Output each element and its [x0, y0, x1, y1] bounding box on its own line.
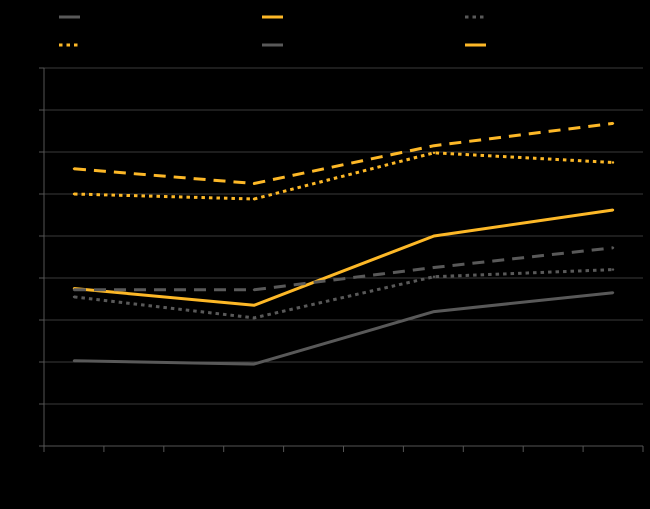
- series-4-point-2: [432, 266, 436, 269]
- series-3-point-2: [432, 151, 436, 154]
- series-0-point-1: [252, 362, 256, 366]
- series-1-point-3: [611, 208, 615, 212]
- series-line-3: [73, 151, 614, 201]
- series-5-point-1: [252, 182, 256, 185]
- series-4-point-1: [252, 288, 256, 291]
- series-line-5: [73, 121, 614, 185]
- series-line-1: [73, 208, 614, 307]
- legend-swatch-3: [59, 43, 80, 47]
- series-5-point-3: [611, 122, 615, 125]
- series-line-2: [73, 268, 614, 320]
- series-4-point-3: [611, 246, 615, 249]
- series-3-point-1: [252, 197, 256, 201]
- series-line-4: [74, 246, 614, 292]
- series-5-point-2: [432, 144, 436, 147]
- legend-swatch-1: [262, 15, 283, 19]
- series-0-point-2: [432, 310, 436, 313]
- legend-item-1: [261, 10, 451, 24]
- series-2-point-0: [72, 295, 76, 299]
- legend-swatch-5: [465, 43, 486, 47]
- legend-item-3: [58, 38, 248, 52]
- series-0-point-3: [611, 291, 615, 294]
- series-3-point-3: [611, 161, 615, 164]
- series-2-point-1: [252, 316, 256, 320]
- legend-item-2: [464, 10, 650, 24]
- legend-item-5: [464, 38, 650, 52]
- series-4-point-0: [72, 288, 76, 291]
- series-2-point-3: [611, 268, 615, 271]
- series-3-point-0: [72, 192, 76, 196]
- legend-swatch-0: [59, 15, 80, 19]
- series-1-point-1: [252, 304, 256, 307]
- series-1-point-2: [432, 234, 436, 238]
- legend-item-4: [261, 38, 451, 52]
- gridlines: [44, 67, 643, 447]
- series-2-point-2: [432, 275, 436, 278]
- legend-item-0: [58, 10, 248, 24]
- legend: [0, 0, 650, 60]
- legend-swatch-4: [262, 43, 283, 47]
- legend-swatch-2: [465, 15, 486, 19]
- series-5-point-0: [72, 167, 76, 170]
- series-line-0: [73, 291, 614, 366]
- series-0-point-0: [72, 359, 76, 362]
